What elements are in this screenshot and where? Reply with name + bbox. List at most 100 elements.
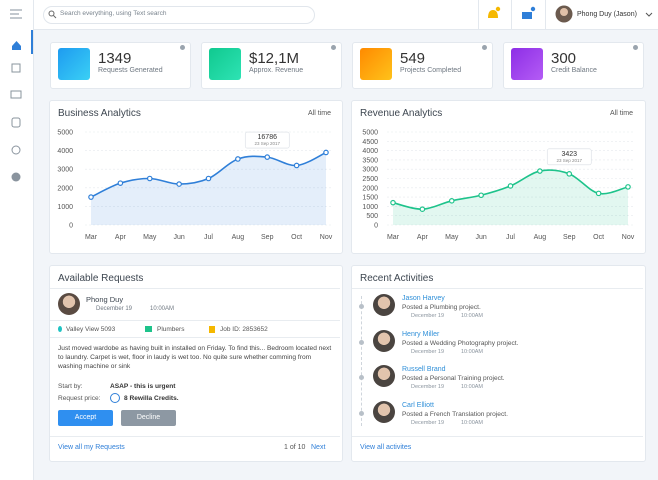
stat-value: $12,1M xyxy=(249,50,300,67)
activity-date: December 19 xyxy=(411,419,445,426)
x-tick-label: Oct xyxy=(593,234,604,241)
chart-title: Revenue Analytics xyxy=(360,108,442,119)
stat-icon xyxy=(209,48,241,80)
stat-label: Approx. Revenue xyxy=(249,67,304,74)
price-icon xyxy=(110,393,120,403)
requests-card xyxy=(49,265,343,462)
accept-button[interactable] xyxy=(58,410,113,426)
user-name[interactable]: Phong Duy (Jason) xyxy=(577,11,637,18)
x-tick-label: Sep xyxy=(563,234,576,241)
point xyxy=(419,206,426,212)
nav-icon[interactable] xyxy=(11,63,21,73)
price-value: 8 Rewilla Credits. xyxy=(124,395,179,402)
y-tick-label: 2500 xyxy=(362,176,378,183)
decline-label[interactable]: Decline xyxy=(136,414,161,421)
point xyxy=(323,149,329,156)
point xyxy=(537,168,543,174)
activity-text: Posted a Wedding Photography project. xyxy=(402,339,519,347)
point xyxy=(205,175,212,182)
y-tick-label: 4000 xyxy=(57,148,73,155)
point xyxy=(293,162,300,169)
divider xyxy=(50,337,340,338)
stat-info xyxy=(482,45,487,50)
y-tick-label: 5000 xyxy=(362,130,378,137)
next-link[interactable]: Next xyxy=(311,444,326,451)
divider xyxy=(50,436,340,437)
top-icons[interactable] xyxy=(483,5,543,25)
activity-name[interactable]: Russell Brand xyxy=(402,366,446,373)
tooltip xyxy=(546,148,592,166)
request-date: December 19 xyxy=(96,306,133,312)
point xyxy=(264,154,271,160)
point xyxy=(146,175,153,182)
description: Just moved wardobe as having built in in… xyxy=(58,345,332,370)
activity-name[interactable]: Henry Miller xyxy=(402,330,440,338)
stat-value: 549 xyxy=(400,50,426,67)
timeline-dot xyxy=(359,375,364,380)
timeline-dot xyxy=(359,410,364,416)
view-all-link[interactable]: View all activites xyxy=(360,444,412,451)
avatar xyxy=(373,365,395,387)
divider xyxy=(478,0,479,29)
y-tick-label: 3500 xyxy=(362,157,378,164)
x-tick-label: Apr xyxy=(115,234,127,241)
price-label: Request price: xyxy=(58,395,101,402)
activity-name[interactable]: Carl Elliott xyxy=(402,401,434,409)
search-icon xyxy=(48,10,57,19)
stat-info xyxy=(331,45,336,50)
y-tick-label: 2000 xyxy=(362,185,378,192)
y-tick-label: 1500 xyxy=(362,195,378,202)
view-all-link[interactable]: View all my Requests xyxy=(58,444,125,451)
icon xyxy=(145,326,152,332)
tooltip-date: 23 Sep 2017 xyxy=(254,141,280,146)
activity-date: December 19 xyxy=(411,348,445,355)
point xyxy=(448,198,455,204)
tooltip-date: 23 Sep 2017 xyxy=(556,158,582,163)
timeline-dot xyxy=(359,339,364,345)
point xyxy=(117,180,124,186)
y-tick-label: 2000 xyxy=(57,185,73,192)
requester-name: Phong Duy xyxy=(86,295,124,304)
nav-icon[interactable] xyxy=(11,117,21,128)
activity-time: 10:00AM xyxy=(461,348,484,355)
x-tick-label: Aug xyxy=(232,234,245,241)
divider xyxy=(50,288,340,289)
revenue-card xyxy=(351,100,646,254)
y-tick-label: 3000 xyxy=(57,167,73,174)
charts: Business Analytics All time 0 1000 2000 3000 4… xyxy=(57,108,635,241)
home-icon[interactable] xyxy=(12,41,21,50)
divider xyxy=(511,0,512,29)
activity-name[interactable]: Jason Harvey xyxy=(402,295,445,302)
stat-info xyxy=(633,45,638,50)
nav-icon[interactable] xyxy=(11,145,21,155)
timeline-dot xyxy=(359,304,364,309)
point xyxy=(566,171,573,177)
nav-icon[interactable] xyxy=(10,90,22,99)
x-tick-label: Nov xyxy=(622,234,635,241)
nav-icon[interactable] xyxy=(11,172,21,182)
point xyxy=(595,190,602,197)
start-label: Start by: xyxy=(58,383,83,390)
icon xyxy=(58,326,62,332)
x-tick-label: Oct xyxy=(291,234,302,241)
y-tick-label: 3000 xyxy=(362,167,378,174)
y-tick-label: 1000 xyxy=(57,204,73,211)
y-tick-label: 4500 xyxy=(362,139,378,146)
x-tick-label: Jul xyxy=(506,234,515,241)
user-avatar[interactable] xyxy=(555,5,575,25)
activity-text: Posted a Plumbing project. xyxy=(402,304,481,311)
job-id: Job ID: 2853652 xyxy=(220,326,268,333)
y-tick-label: 0 xyxy=(374,223,378,230)
x-tick-label: Jun xyxy=(475,234,486,241)
decline-button[interactable] xyxy=(121,410,176,426)
search-placeholder: Search everything, using Text search xyxy=(60,10,167,17)
search-box[interactable] xyxy=(43,6,315,24)
accept-label[interactable]: Accept xyxy=(74,414,97,421)
activities-card xyxy=(351,265,646,462)
timeline xyxy=(361,296,362,426)
y-tick-label: 5000 xyxy=(57,130,73,137)
category: Plumbers xyxy=(157,326,185,333)
point xyxy=(625,184,631,190)
divider xyxy=(352,436,643,437)
